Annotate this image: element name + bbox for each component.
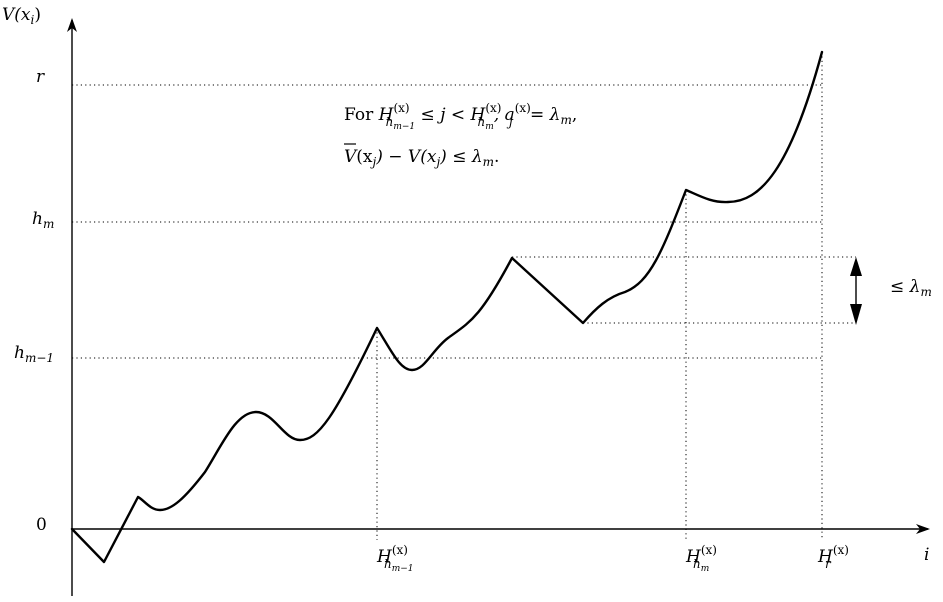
bracket-arrow-head-top xyxy=(850,257,862,276)
x-mark-H-h-m-minus-1: H(x) hm−1 xyxy=(376,543,414,574)
bracket-arrow-head-bottom xyxy=(850,304,862,325)
y-level-h-m: hm xyxy=(32,209,54,231)
annotation-line-2: V(xj) − V(xj) ≤ λm. xyxy=(344,147,499,169)
annotation-line-1: For H(x) hm−1 ≤ j < H(x) hm, a(x) j = λm, xyxy=(344,101,577,132)
x-axis-label: i xyxy=(924,545,929,565)
y-level-r: r xyxy=(36,67,45,87)
random-walk-curve xyxy=(70,50,824,564)
x-mark-H-h-m: H(x) hm xyxy=(685,543,717,574)
origin-label: 0 xyxy=(36,515,47,535)
x-mark-H-r: H(x) r xyxy=(817,543,849,571)
y-axis-label: V(xi) xyxy=(2,5,41,27)
bracket-label: ≤ λm xyxy=(890,277,932,299)
y-level-h-m-minus-1: hm−1 xyxy=(14,343,54,365)
